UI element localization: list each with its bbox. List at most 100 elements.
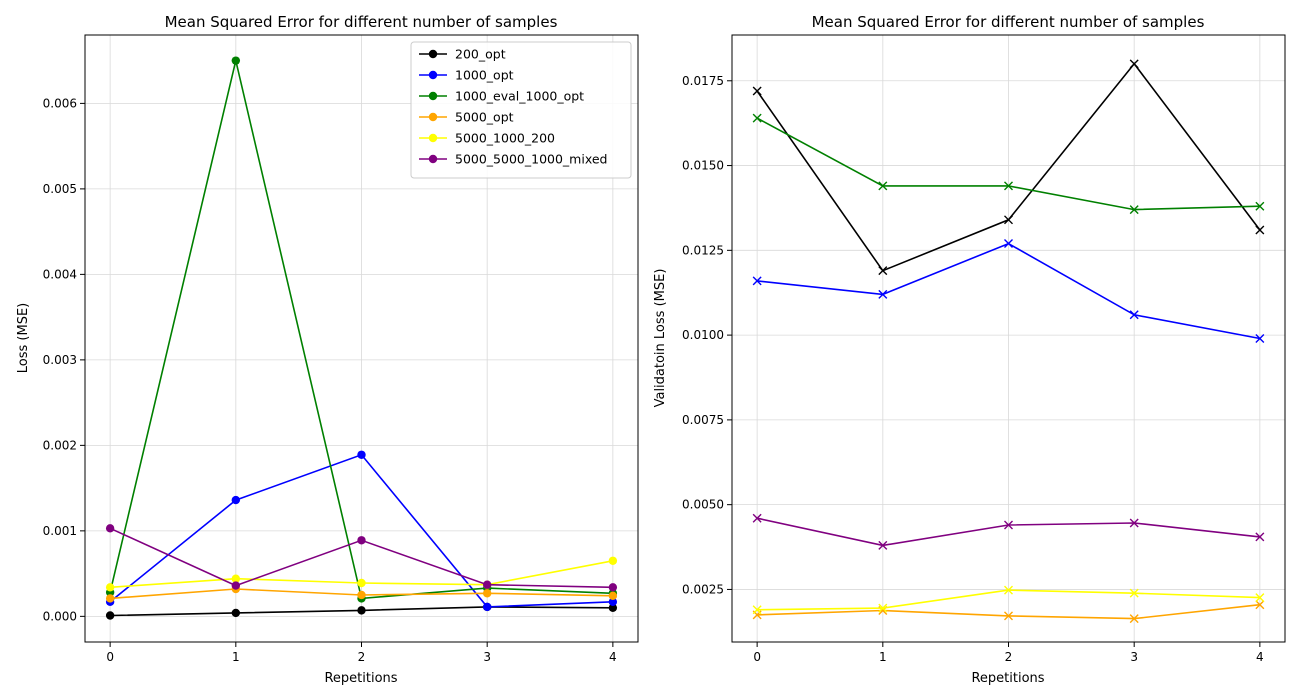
- left-data-point: [231, 574, 241, 583]
- left-y-ticks: 0.000 0.001 0.002 0.003 0.004 0.005 0.006: [43, 96, 85, 623]
- right-y-tick-label: 0.0125: [682, 243, 724, 257]
- right-data-point: [1004, 520, 1013, 530]
- left-data-point: [231, 495, 241, 505]
- left-legend-marker: [428, 91, 438, 101]
- left-x-tick-label: 0: [106, 650, 114, 664]
- left-data-point: [608, 603, 618, 613]
- right-data-point: [1004, 181, 1013, 191]
- left-data-point: [357, 536, 366, 545]
- left-y-tick-label: 0.005: [43, 182, 77, 196]
- right-data-point: [878, 603, 888, 613]
- right-x-tick-label: 1: [879, 650, 887, 664]
- left-data-point: [482, 589, 492, 598]
- right-data-point: [1004, 239, 1013, 249]
- left-grid: [85, 35, 638, 642]
- right-data-point: [1129, 59, 1139, 69]
- right-data-point: [1255, 201, 1265, 211]
- right-data-point: [1255, 225, 1265, 235]
- left-x-tick-label: 2: [358, 650, 366, 664]
- left-data-point: [357, 578, 366, 588]
- right-y-tick-label: 0.0150: [682, 159, 724, 173]
- left-y-axis-label: Loss (MSE): [16, 303, 31, 373]
- right-chart-title: Mean Squared Error for different number …: [812, 13, 1205, 31]
- left-y-tick-label: 0.002: [43, 438, 77, 452]
- left-data-point: [105, 583, 115, 592]
- left-x-ticks: 0 1 2 3 4: [106, 642, 617, 664]
- left-legend-label: 5000_opt: [455, 110, 514, 125]
- left-data-point: [105, 594, 115, 603]
- right-data-point: [1129, 588, 1139, 598]
- left-data-point: [105, 611, 115, 620]
- right-y-tick-label: 0.0025: [682, 582, 724, 596]
- right-y-ticks: 0.0025 0.0050 0.0075 0.0100 0.0125 0.0150 0.01…: [682, 74, 732, 596]
- left-data-point: [608, 583, 618, 592]
- left-legend-marker: [428, 154, 438, 164]
- right-chart-panel: Mean Squared Error for different number …: [653, 13, 1286, 686]
- left-legend-marker: [428, 112, 438, 122]
- left-x-tick-label: 1: [232, 650, 240, 664]
- left-x-axis-label: Repetitions: [324, 671, 397, 686]
- right-x-tick-label: 3: [1130, 650, 1138, 664]
- right-data-point: [752, 605, 762, 615]
- left-data-point: [608, 591, 618, 601]
- right-series-group: [752, 59, 1265, 624]
- right-data-point: [1129, 614, 1139, 624]
- right-data-point: [878, 266, 888, 276]
- right-data-point: [1129, 205, 1139, 215]
- right-data-point: [752, 276, 762, 286]
- right-y-axis-label: Validatoin Loss (MSE): [653, 269, 668, 408]
- left-data-point: [357, 606, 366, 615]
- right-y-tick-label: 0.0100: [682, 328, 724, 342]
- right-x-axis-label: Repetitions: [971, 671, 1044, 686]
- right-data-point: [1129, 310, 1139, 320]
- right-x-ticks: 0 1 2 3 4: [753, 642, 1264, 664]
- right-data-point: [1004, 611, 1013, 621]
- left-data-point: [231, 581, 241, 590]
- left-legend-label: 1000_opt: [455, 68, 514, 83]
- left-legend-marker: [428, 49, 438, 59]
- right-y-tick-label: 0.0175: [682, 74, 724, 88]
- right-data-point: [1004, 585, 1013, 595]
- right-x-tick-label: 0: [753, 650, 761, 664]
- left-legend-marker: [428, 133, 438, 143]
- left-legend-label: 5000_5000_1000_mixed: [455, 152, 607, 167]
- right-data-point: [1255, 532, 1265, 542]
- left-y-tick-label: 0.003: [43, 353, 77, 367]
- right-data-point: [1255, 600, 1265, 610]
- left-data-point: [482, 580, 492, 589]
- left-chart-title: Mean Squared Error for different number …: [165, 13, 558, 31]
- right-data-point: [752, 86, 762, 96]
- right-data-point: [752, 113, 762, 123]
- left-legend: 200_opt 1000_opt 1000_eval_1000_opt 5000_op…: [410, 41, 632, 179]
- right-y-tick-label: 0.0050: [682, 498, 724, 512]
- right-data-point: [878, 540, 888, 550]
- right-data-point: [878, 181, 888, 191]
- left-data-point: [608, 597, 618, 607]
- left-data-point: [105, 524, 115, 533]
- left-x-tick-label: 3: [483, 650, 491, 664]
- right-data-point: [752, 513, 762, 523]
- right-y-tick-label: 0.0075: [682, 413, 724, 427]
- right-data-point: [1129, 518, 1139, 528]
- right-data-point: [878, 289, 888, 299]
- left-data-point: [231, 608, 241, 618]
- right-x-tick-label: 4: [1256, 650, 1264, 664]
- left-x-tick-label: 4: [609, 650, 617, 664]
- right-data-point: [1255, 334, 1265, 343]
- right-data-point: [1004, 215, 1013, 225]
- left-series-group: [105, 56, 618, 620]
- left-y-tick-label: 0.001: [43, 524, 77, 538]
- left-chart-panel: Mean Squared Error for different number …: [16, 13, 639, 686]
- left-legend-label: 200_opt: [455, 47, 506, 62]
- right-data-point: [1255, 593, 1265, 603]
- right-x-tick-label: 2: [1005, 650, 1013, 664]
- left-data-point: [482, 602, 492, 612]
- left-legend-box: [410, 41, 632, 179]
- left-data-point: [608, 556, 618, 565]
- left-legend-label: 1000_eval_1000_opt: [455, 89, 584, 104]
- left-y-tick-label: 0.004: [43, 267, 77, 281]
- left-y-tick-label: 0.000: [43, 609, 77, 623]
- right-grid: [732, 35, 1285, 642]
- left-legend-marker: [428, 70, 438, 80]
